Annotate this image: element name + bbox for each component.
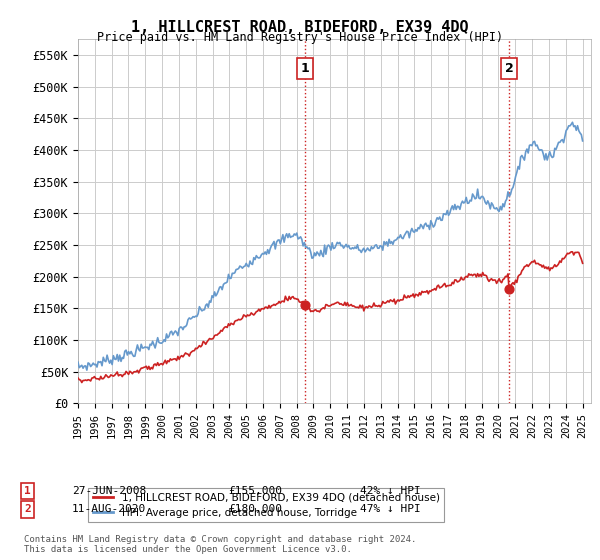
Text: 11-AUG-2020: 11-AUG-2020 [72, 505, 146, 515]
Text: 47% ↓ HPI: 47% ↓ HPI [360, 505, 421, 515]
Text: 2: 2 [24, 505, 31, 515]
Point [300, 301, 310, 310]
Text: £155,000: £155,000 [228, 486, 282, 496]
Text: Contains HM Land Registry data © Crown copyright and database right 2024.
This d: Contains HM Land Registry data © Crown c… [24, 535, 416, 554]
Text: Price paid vs. HM Land Registry's House Price Index (HPI): Price paid vs. HM Land Registry's House … [97, 31, 503, 44]
Legend: 1, HILLCREST ROAD, BIDEFORD, EX39 4DQ (detached house), HPI: Average price, deta: 1, HILLCREST ROAD, BIDEFORD, EX39 4DQ (d… [88, 488, 444, 522]
Text: 42% ↓ HPI: 42% ↓ HPI [360, 486, 421, 496]
Text: £180,000: £180,000 [228, 505, 282, 515]
Text: 27-JUN-2008: 27-JUN-2008 [72, 486, 146, 496]
Text: 1, HILLCREST ROAD, BIDEFORD, EX39 4DQ: 1, HILLCREST ROAD, BIDEFORD, EX39 4DQ [131, 20, 469, 35]
Point [504, 285, 514, 294]
Text: 1: 1 [301, 62, 309, 75]
Text: 1: 1 [24, 486, 31, 496]
Text: 2: 2 [505, 62, 513, 75]
